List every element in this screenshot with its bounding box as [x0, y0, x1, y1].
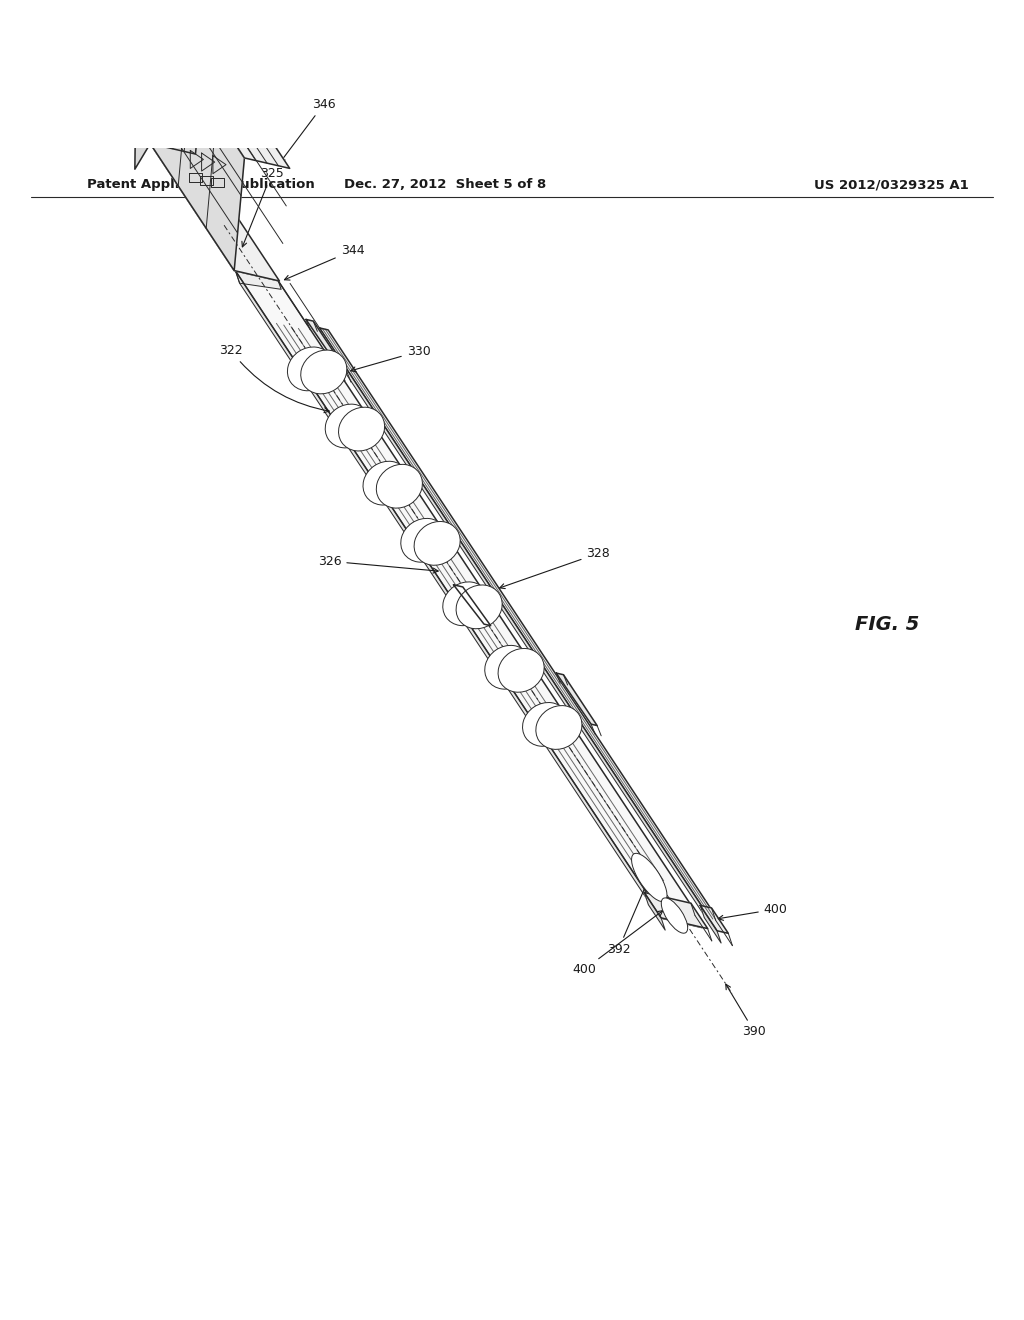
Text: 400: 400 — [572, 911, 663, 977]
Polygon shape — [644, 892, 666, 931]
Text: 322: 322 — [219, 343, 330, 413]
Polygon shape — [319, 327, 719, 920]
Polygon shape — [319, 327, 713, 928]
Polygon shape — [556, 673, 597, 726]
Ellipse shape — [632, 853, 667, 902]
Text: 326: 326 — [317, 554, 438, 573]
Ellipse shape — [522, 702, 568, 746]
Text: Dec. 27, 2012  Sheet 5 of 8: Dec. 27, 2012 Sheet 5 of 8 — [344, 178, 547, 191]
Text: 330: 330 — [351, 345, 430, 372]
Text: 328: 328 — [500, 546, 610, 589]
Polygon shape — [151, 144, 280, 281]
Polygon shape — [700, 906, 721, 942]
Ellipse shape — [662, 898, 688, 933]
Ellipse shape — [400, 519, 446, 562]
Polygon shape — [710, 919, 722, 931]
Polygon shape — [236, 271, 698, 916]
Text: 346: 346 — [280, 98, 336, 162]
Ellipse shape — [339, 407, 385, 451]
Ellipse shape — [498, 648, 544, 692]
Polygon shape — [151, 30, 206, 154]
Ellipse shape — [362, 461, 410, 506]
Polygon shape — [236, 271, 282, 289]
Text: FIG. 5: FIG. 5 — [855, 615, 920, 634]
Polygon shape — [236, 271, 659, 917]
Ellipse shape — [288, 347, 334, 391]
Ellipse shape — [326, 404, 372, 447]
Text: 325: 325 — [242, 168, 284, 247]
Polygon shape — [135, 30, 161, 169]
Text: 400: 400 — [718, 903, 787, 920]
Text: 344: 344 — [285, 244, 365, 280]
Polygon shape — [644, 892, 708, 928]
Polygon shape — [151, 30, 245, 271]
Polygon shape — [454, 585, 490, 626]
Text: 390: 390 — [726, 985, 766, 1039]
Polygon shape — [306, 319, 347, 372]
Text: Patent Application Publication: Patent Application Publication — [87, 178, 314, 191]
Polygon shape — [161, 30, 290, 169]
Text: US 2012/0329325 A1: US 2012/0329325 A1 — [813, 178, 969, 191]
Ellipse shape — [456, 585, 502, 628]
Polygon shape — [700, 906, 728, 933]
Ellipse shape — [301, 350, 347, 393]
Ellipse shape — [414, 521, 460, 565]
Ellipse shape — [376, 465, 423, 508]
Polygon shape — [655, 906, 702, 928]
Ellipse shape — [442, 582, 488, 626]
Ellipse shape — [484, 645, 530, 689]
Ellipse shape — [536, 706, 582, 750]
Text: 392: 392 — [607, 882, 648, 956]
